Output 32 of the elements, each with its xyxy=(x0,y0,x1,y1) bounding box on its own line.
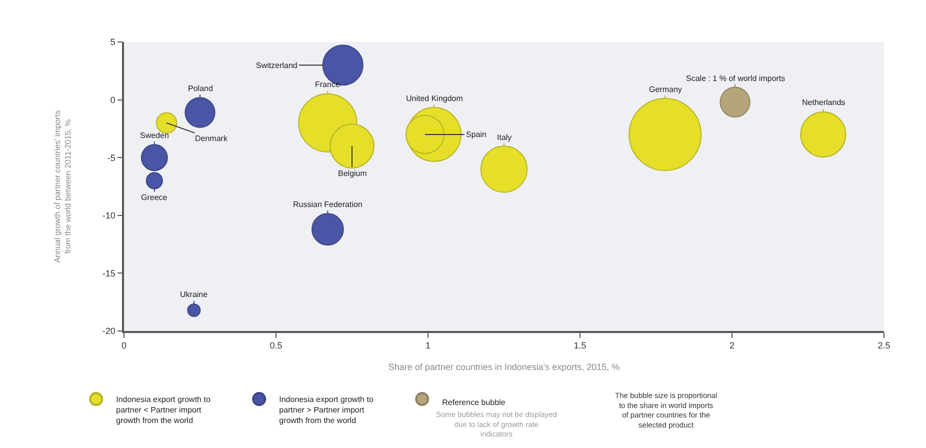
y-tick-label: -15 xyxy=(102,268,116,278)
x-tick-label: 1 xyxy=(425,340,431,351)
y-tick-label: 5 xyxy=(110,37,116,48)
x-tick-label: 0 xyxy=(121,340,127,351)
x-tick-label: 1.5 xyxy=(574,340,586,351)
y-tick-label: -5 xyxy=(107,152,116,163)
annotation: Italy xyxy=(497,133,512,142)
y-tick-label: -20 xyxy=(102,326,116,336)
legend-label: Indonesia export growth to partner < Partner import growth from the world xyxy=(116,395,211,425)
x-axis-title: Share of partner countries in Indonesia's exports, 2015, % xyxy=(388,362,620,372)
annotation: Sweden xyxy=(140,131,169,140)
annotation: Greece xyxy=(141,193,168,202)
annotation: Spain xyxy=(466,130,486,139)
x-tick-label: 2 xyxy=(729,340,735,351)
y-axis-title: Annual growth of partner countries' imports from the world between 2011-2015, % xyxy=(53,110,73,263)
annotation: Germany xyxy=(649,85,682,94)
annotation: Russian Federation xyxy=(293,200,362,209)
annotation: Denmark xyxy=(195,134,228,143)
x-tick-label: 0.5 xyxy=(270,340,282,351)
legend-label: Indonesia export growth to partner > Partner import growth from the world xyxy=(279,395,374,425)
annotation: France xyxy=(315,80,340,89)
x-tick-label: 2.5 xyxy=(878,340,890,351)
y-tick-label: 0 xyxy=(110,94,116,105)
annotation: United Kingdom xyxy=(406,94,464,103)
annotation: Switzerland xyxy=(256,61,298,70)
legend-label: Reference bubble xyxy=(442,398,506,407)
annotation: Scale : 1 % of world imports xyxy=(686,74,786,83)
annotation: Poland xyxy=(188,84,213,93)
annotation: Belgium xyxy=(338,169,368,178)
annotation: Netherlands xyxy=(802,98,846,107)
annotation: Ukraine xyxy=(180,290,208,299)
y-tick-label: -10 xyxy=(102,210,116,221)
